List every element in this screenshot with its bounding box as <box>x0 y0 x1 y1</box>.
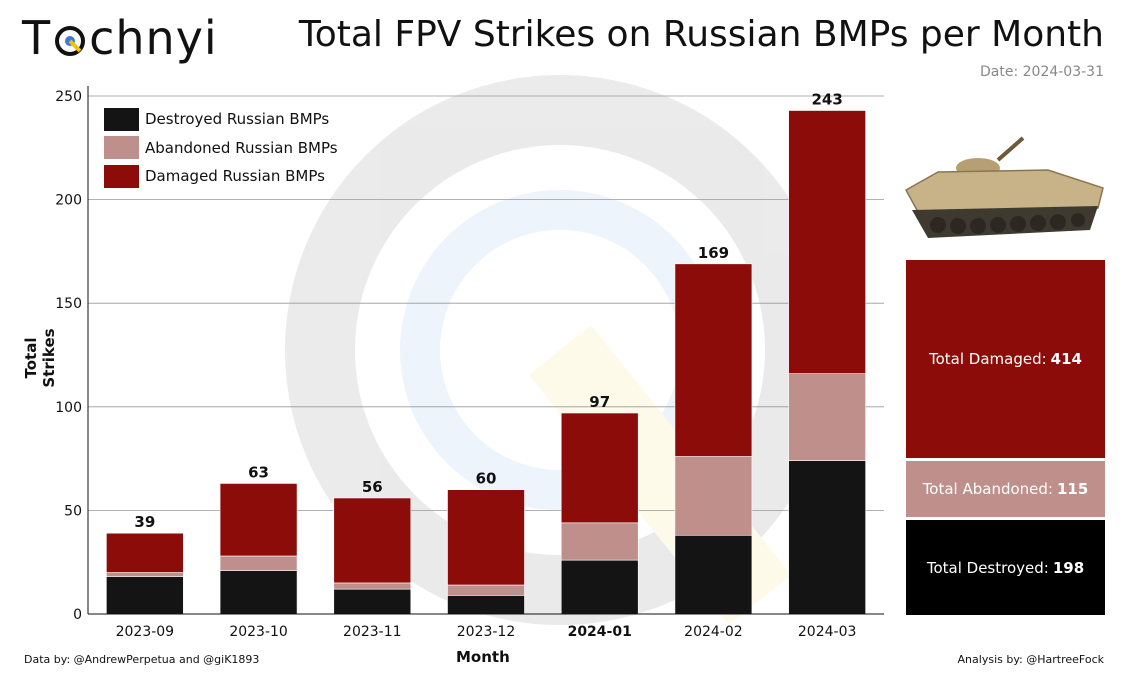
total-abandoned-label: Total Abandoned: <box>922 480 1053 498</box>
axis-ticks: 0 50 100 150 200 250 2023-09 2023-10 2023-11 2023… <box>55 86 884 640</box>
bar-segment <box>788 110 866 374</box>
bar-total-label: 97 <box>589 393 610 411</box>
y-tick-label: 200 <box>55 193 82 209</box>
x-tick-label: 2023-12 <box>457 624 516 640</box>
bmp-vehicle-image <box>904 136 1104 238</box>
logo-mark-icon <box>53 12 87 56</box>
total-damaged-label: Total Damaged: <box>929 350 1047 368</box>
x-tick-label: 2023-09 <box>116 624 175 640</box>
total-destroyed-label: Total Destroyed: <box>926 558 1049 577</box>
y-tick-label: 0 <box>73 607 82 623</box>
legend-label-destroyed: Destroyed Russian BMPs <box>145 110 330 129</box>
bar-segment <box>219 555 298 571</box>
logo-text-end: chnyi <box>89 11 218 65</box>
total-abandoned-box: Total Abandoned: 115 <box>906 461 1105 517</box>
analysis-credit: Analysis by: @HartreeFock <box>957 653 1104 666</box>
legend-swatch-destroyed <box>104 107 139 131</box>
bar-segment <box>447 489 525 586</box>
bar-segment <box>219 570 298 615</box>
bar-total-label: 243 <box>811 91 842 109</box>
legend-swatch-damaged <box>104 164 139 188</box>
legend-item-destroyed: Destroyed Russian BMPs <box>104 105 338 134</box>
x-tick-label: 2023-10 <box>229 624 288 640</box>
legend-item-abandoned: Abandoned Russian BMPs <box>104 134 338 163</box>
bar-segment <box>674 456 753 536</box>
x-tick-label: 2024-03 <box>798 624 857 640</box>
legend-label-damaged: Damaged Russian BMPs <box>145 167 325 186</box>
y-tick-label: 250 <box>55 89 82 105</box>
total-destroyed-value: 198 <box>1052 558 1085 577</box>
y-axis-label: Total Strikes <box>22 328 58 388</box>
bar-segment <box>674 263 753 457</box>
legend-label-abandoned: Abandoned Russian BMPs <box>145 138 338 157</box>
bar-segment <box>333 588 412 615</box>
bar-segment <box>447 584 525 596</box>
total-destroyed-box: Total Destroyed: 198 <box>906 520 1105 615</box>
y-tick-label: 150 <box>55 296 82 312</box>
bar-segment <box>219 483 298 557</box>
bar-segment <box>674 534 753 615</box>
total-abandoned-value: 115 <box>1056 480 1089 498</box>
bars <box>106 110 866 615</box>
bar-segment <box>560 559 639 615</box>
x-tick-label: 2023-11 <box>343 624 402 640</box>
bar-segment <box>333 582 412 590</box>
chart-date: Date: 2024-03-31 <box>980 64 1104 80</box>
legend: Destroyed Russian BMPs Abandoned Russian… <box>104 105 338 191</box>
total-damaged-value: 414 <box>1050 350 1082 368</box>
x-tick-label: 2024-01 <box>568 624 632 640</box>
bar-segment <box>788 373 866 461</box>
bar-segment <box>447 595 525 615</box>
bar-segment <box>788 460 866 615</box>
bar-total-label: 39 <box>134 513 155 531</box>
data-credit: Data by: @AndrewPerpetua and @giK1893 <box>24 653 260 666</box>
bar-total-labels: 39 63 56 60 97 169 243 <box>134 91 842 532</box>
legend-item-damaged: Damaged Russian BMPs <box>104 162 338 191</box>
bar-segment <box>106 532 184 573</box>
legend-swatch-abandoned <box>104 136 139 160</box>
bar-total-label: 60 <box>476 470 497 488</box>
logo-text-start: T <box>22 11 52 65</box>
chart-title: Total FPV Strikes on Russian BMPs per Mo… <box>298 14 1104 55</box>
x-tick-label: 2024-02 <box>684 624 743 640</box>
bar-segment <box>560 522 639 561</box>
x-axis-label: Month <box>456 648 510 666</box>
y-tick-label: 100 <box>55 400 82 416</box>
y-tick-label: 50 <box>64 503 82 519</box>
bar-segment <box>106 576 184 615</box>
bar-segment <box>560 412 639 524</box>
bar-total-label: 56 <box>362 478 383 496</box>
bar-segment <box>333 497 412 584</box>
bar-total-label: 63 <box>248 463 269 481</box>
bar-total-label: 169 <box>698 244 729 262</box>
bar-segment <box>106 572 184 578</box>
total-damaged-box: Total Damaged: 414 <box>906 260 1105 458</box>
